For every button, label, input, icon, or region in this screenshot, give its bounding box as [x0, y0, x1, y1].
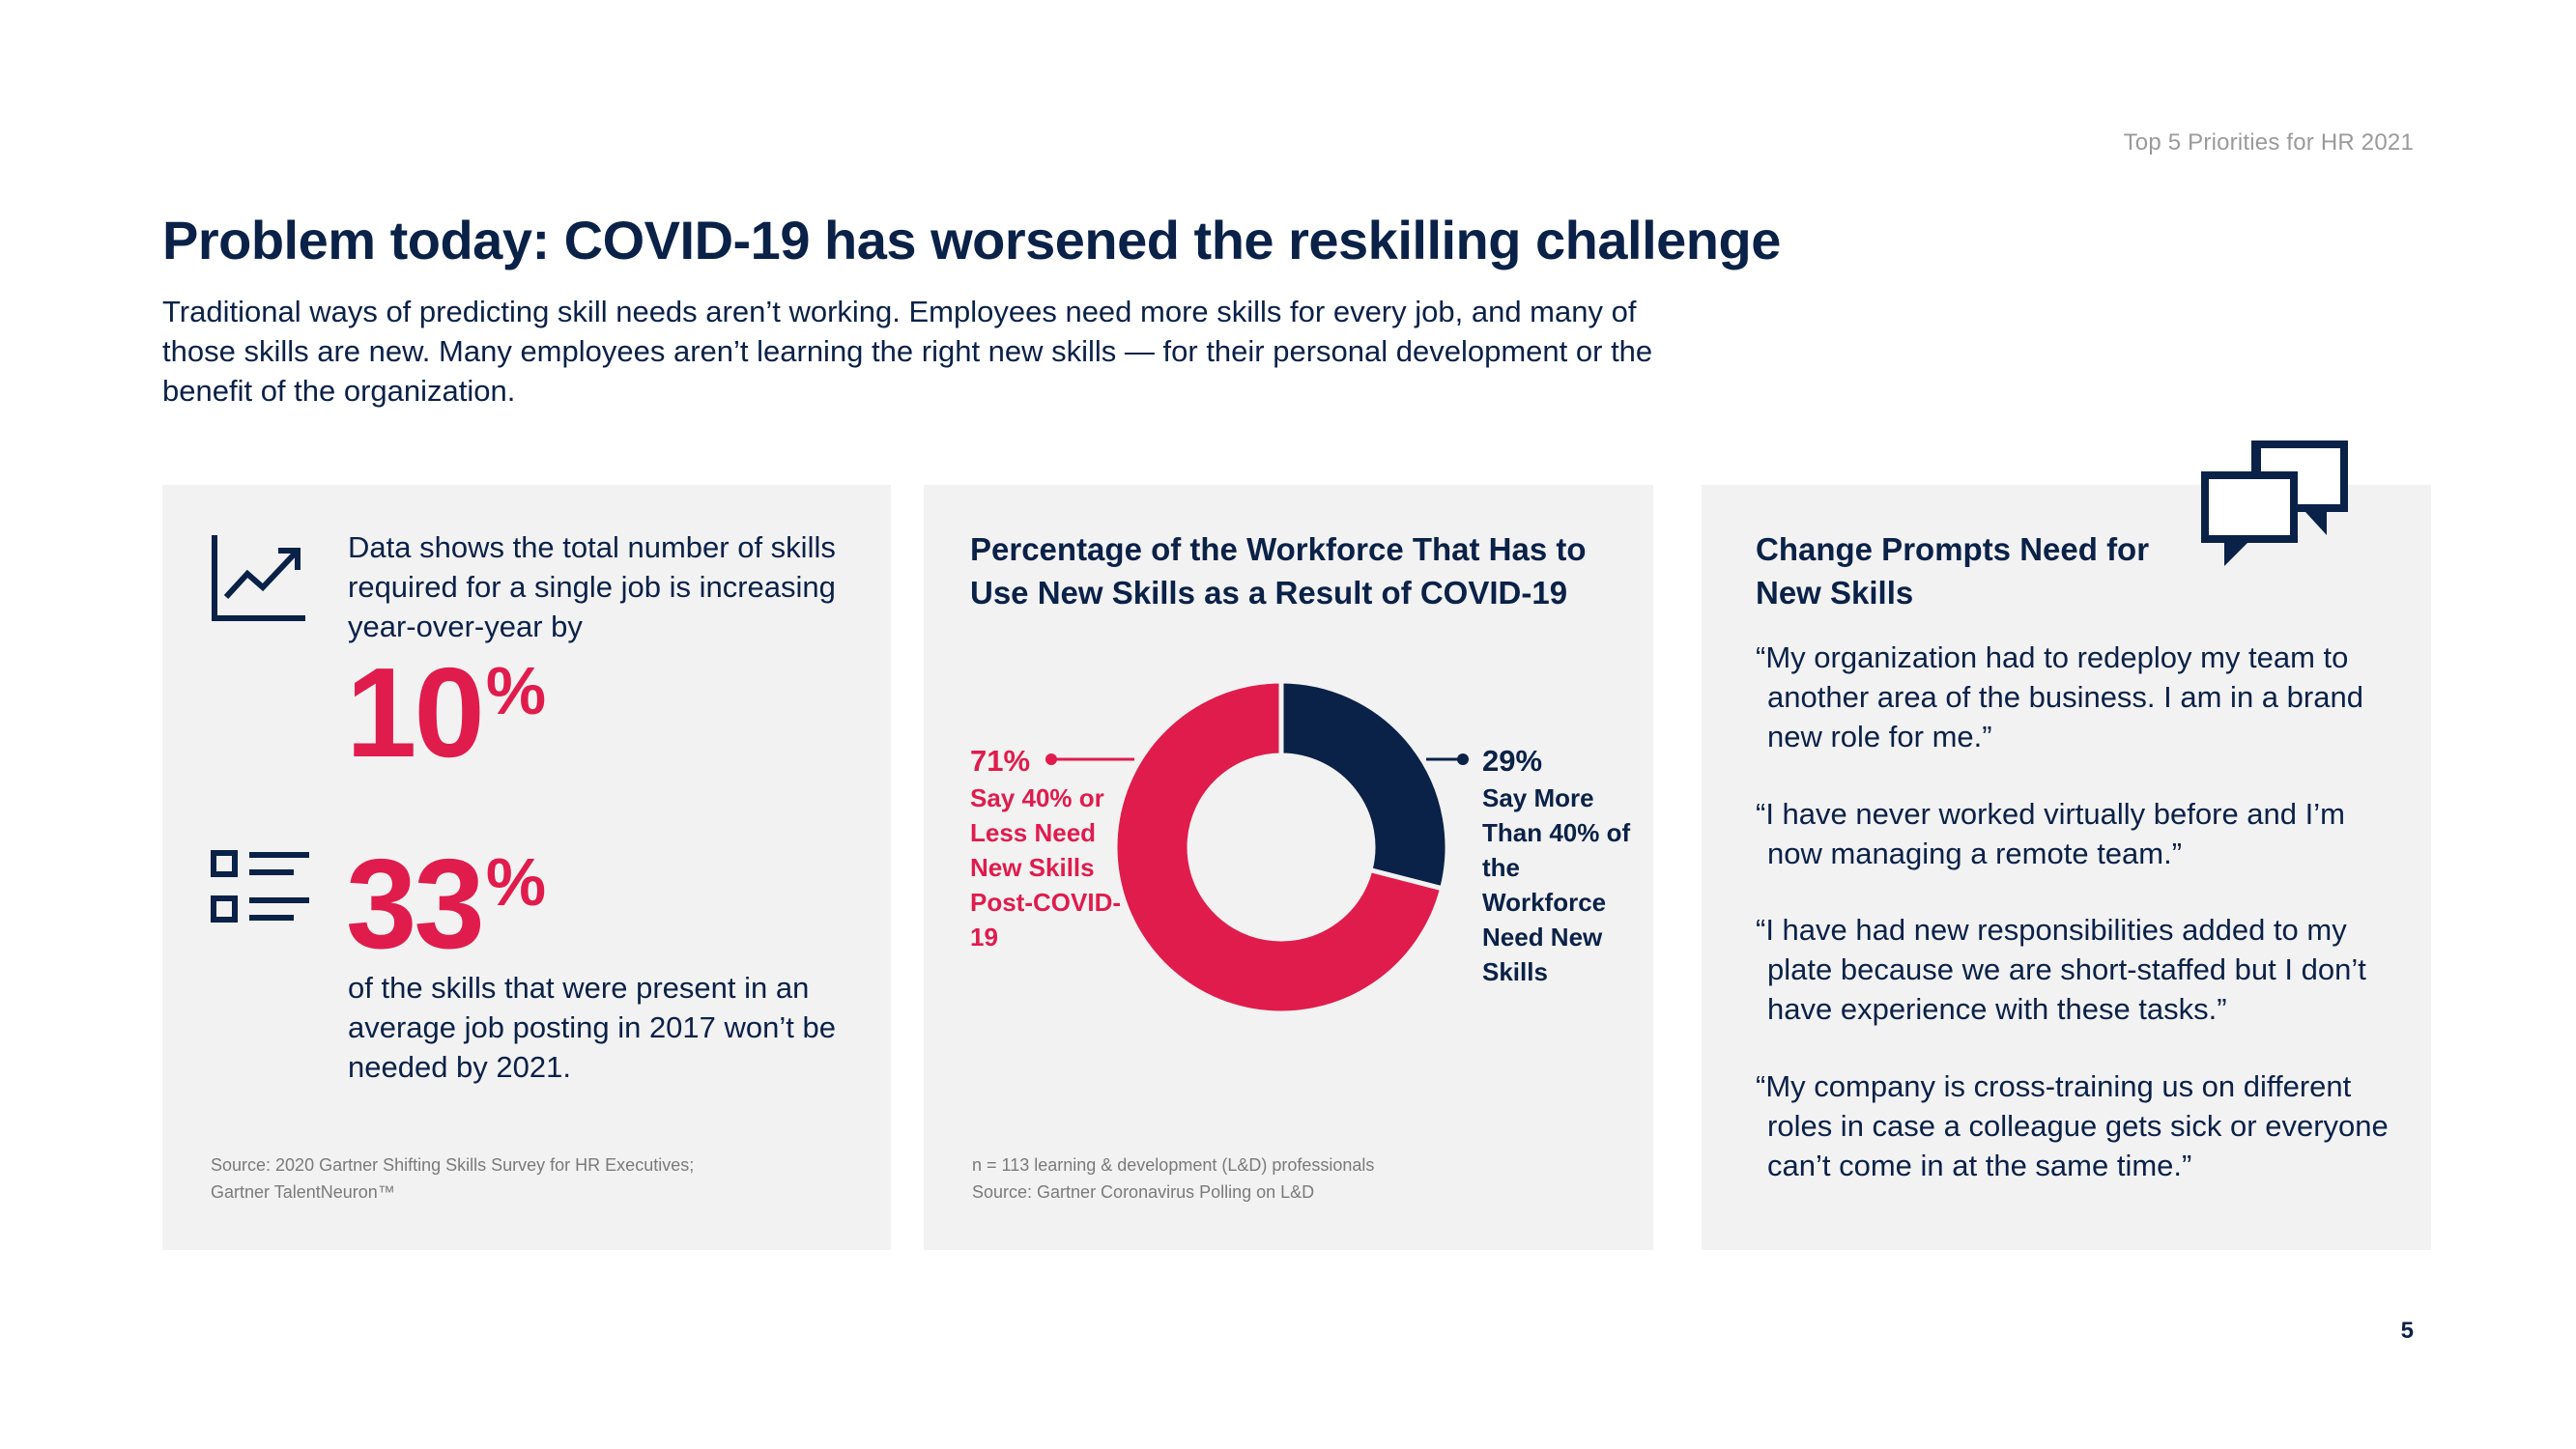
chat-bubbles-icon: [2201, 440, 2348, 566]
stat2-value: 33%: [346, 833, 547, 975]
chart-title: Percentage of the Workforce That Has to …: [970, 531, 1587, 611]
page-number: 5: [2400, 1318, 2414, 1344]
quote-item: “I have had new responsibilities added t…: [1756, 913, 2366, 1026]
quote-item: “My company is cross-training us on diff…: [1756, 1069, 2389, 1182]
checklist-icon: [211, 850, 309, 923]
slice-pct-71: 71%: [970, 744, 1031, 778]
slice-label-71: 71% Say 40% or Less Need New Skills Post…: [970, 744, 1134, 954]
leader-dot-29: [1457, 753, 1469, 765]
intro-text: Traditional ways of predicting skill nee…: [162, 295, 1653, 408]
chart-source: n = 113 learning & development (L&D) pro…: [972, 1155, 1375, 1202]
slice-text-29: Say More Than 40% of the Workforce Need …: [1482, 783, 1631, 986]
leader-dot-71: [1045, 753, 1057, 765]
quotes-panel: Change Prompts Need for New Skills “My o…: [1702, 440, 2431, 1250]
stat2-description: of the skills that were present in an av…: [348, 971, 836, 1084]
trend-up-icon: [212, 535, 305, 621]
skills-stats-panel: Data shows the total number of skills re…: [162, 485, 891, 1250]
stat1-value: 10%: [346, 641, 547, 783]
donut-slice-71: [1112, 678, 1445, 1016]
donut-chart: [1045, 678, 1469, 1016]
page-title: Problem today: COVID-19 has worsened the…: [162, 210, 1781, 270]
quote-item: “I have never worked virtually before an…: [1756, 797, 2345, 870]
workforce-chart-panel: Percentage of the Workforce That Has to …: [924, 485, 1653, 1250]
slice-pct-29: 29%: [1482, 744, 1543, 778]
slice-text-71: Say 40% or Less Need New Skills Post-COV…: [970, 783, 1121, 952]
slice-label-29: 29% Say More Than 40% of the Workforce N…: [1482, 744, 1646, 989]
donut-slice-29: [1278, 678, 1450, 892]
quotes-title: Change Prompts Need for New Skills: [1756, 531, 2150, 611]
quote-item: “My organization had to redeploy my team…: [1756, 640, 2363, 753]
left-source: Source: 2020 Gartner Shifting Skills Sur…: [211, 1155, 695, 1202]
stat1-description: Data shows the total number of skills re…: [348, 530, 836, 643]
report-name: Top 5 Priorities for HR 2021: [2123, 129, 2414, 156]
